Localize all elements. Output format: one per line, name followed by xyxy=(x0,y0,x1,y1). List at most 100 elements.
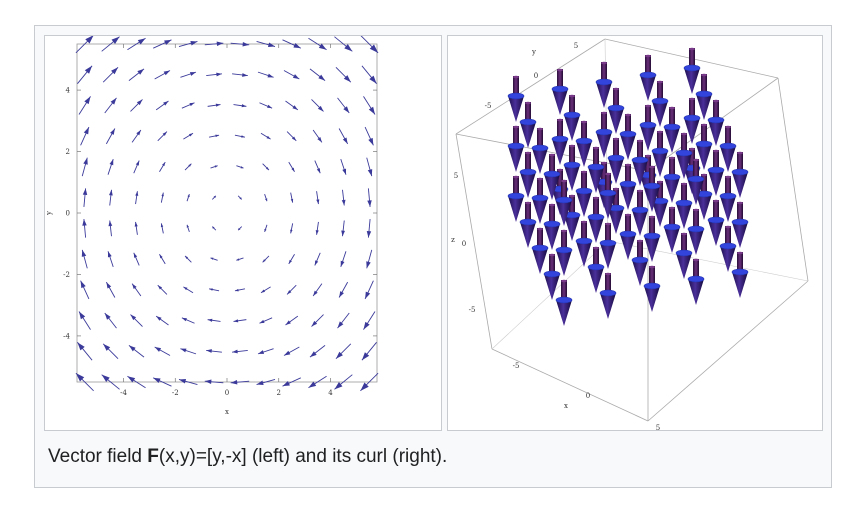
vector-arrow xyxy=(230,42,250,47)
vector-arrow xyxy=(340,158,347,175)
vector-arrow xyxy=(101,36,120,52)
cone-head xyxy=(640,125,656,151)
vector-arrow xyxy=(184,163,192,171)
cone-ring xyxy=(543,270,561,278)
cone-ring xyxy=(675,249,693,257)
vector-arrow xyxy=(108,189,113,206)
arrow-head xyxy=(154,347,162,352)
vector-arrow xyxy=(75,36,94,54)
vector-arrow xyxy=(204,379,224,384)
vector-arrow xyxy=(108,220,113,237)
arrow-head xyxy=(109,159,114,166)
arrow-head xyxy=(239,197,242,200)
x-tick-label: -4 xyxy=(120,389,127,397)
arrow-head xyxy=(265,167,269,171)
cone-shaft xyxy=(713,100,719,120)
arrow-head xyxy=(134,221,138,227)
vector-arrow xyxy=(183,132,194,140)
cone-ring xyxy=(695,90,713,98)
cone-ring xyxy=(687,275,705,283)
curl-cone xyxy=(575,220,593,267)
vector-arrow xyxy=(309,68,326,81)
cone-shaft xyxy=(689,98,695,118)
vector-arrow xyxy=(160,192,164,203)
cone-shaft xyxy=(613,88,619,108)
vector-arrow xyxy=(260,132,271,140)
cone-shaft xyxy=(601,62,607,82)
vector-arrow xyxy=(256,379,276,385)
curl-cone xyxy=(599,222,617,269)
arrow-head xyxy=(161,192,164,197)
arrow-head xyxy=(291,136,297,141)
curl-cone xyxy=(543,203,561,250)
arrow-head xyxy=(309,351,317,358)
vector-arrow xyxy=(364,126,374,146)
curl-cone xyxy=(607,187,625,234)
cone-head xyxy=(684,68,700,94)
vector-arrow xyxy=(181,317,195,324)
vector-arrow xyxy=(153,39,172,49)
vector-arrow xyxy=(131,129,142,143)
curl-cone xyxy=(599,272,617,319)
arrow-head xyxy=(264,229,267,232)
cone-ring xyxy=(555,196,573,204)
vector-arrow xyxy=(82,188,88,207)
vector-arrow xyxy=(157,284,168,295)
vector-arrow xyxy=(133,252,140,266)
vector-arrow xyxy=(78,96,91,115)
cone-shaft-cap xyxy=(713,199,719,203)
arrow-head xyxy=(314,260,319,266)
cone-head xyxy=(556,250,572,276)
cone-head xyxy=(720,196,736,222)
cone-shaft xyxy=(737,152,743,172)
curl-cone xyxy=(731,251,749,298)
curl-cone xyxy=(707,199,725,246)
cone-ring xyxy=(543,170,561,178)
cone-shaft xyxy=(601,162,607,182)
cone-shaft xyxy=(581,221,587,241)
arrow-head xyxy=(110,128,115,135)
arrow-head xyxy=(232,349,238,354)
cone-shaft-cap xyxy=(701,73,707,77)
vector-arrow xyxy=(178,41,198,47)
curl-cone xyxy=(707,149,725,196)
arrow-head xyxy=(137,68,145,75)
vector-arrow xyxy=(184,255,192,263)
cone-head xyxy=(576,191,592,217)
cone-shaft-cap xyxy=(513,125,519,129)
arrow-head xyxy=(156,316,162,321)
cone-shaft xyxy=(549,154,555,174)
vector-arrow xyxy=(312,129,323,143)
vector-arrow xyxy=(366,249,373,269)
arrow-head xyxy=(342,137,348,144)
arrow-head xyxy=(110,97,117,105)
arrow-head xyxy=(164,39,172,45)
cone-ring xyxy=(719,242,737,250)
vector-arrow xyxy=(335,343,352,360)
cone-shaft-cap xyxy=(581,170,587,174)
box-edge xyxy=(455,133,493,350)
cone-shaft xyxy=(725,176,731,196)
cone-shaft xyxy=(525,152,531,172)
vector-arrow xyxy=(81,157,88,177)
arrow-head xyxy=(368,106,375,115)
cone-ring xyxy=(507,142,525,150)
arrow-head xyxy=(285,320,291,325)
cone-shaft xyxy=(593,247,599,267)
cone-ring xyxy=(619,180,637,188)
arrow-head xyxy=(242,73,248,77)
vector-arrow xyxy=(311,314,324,327)
arrow-head xyxy=(215,103,221,107)
vector-arrow xyxy=(233,319,247,323)
cone-shaft-cap xyxy=(557,118,563,122)
vector-arrow xyxy=(155,315,169,326)
cone-shaft xyxy=(569,145,575,165)
arrow-head xyxy=(363,321,370,330)
cone-ring xyxy=(543,220,561,228)
vector-arrow xyxy=(75,372,94,392)
vector-arrow xyxy=(366,219,372,238)
arrow-head xyxy=(291,167,295,172)
arrow-head xyxy=(315,230,319,235)
vector-arrow xyxy=(154,346,171,356)
curl-cone xyxy=(687,158,705,205)
